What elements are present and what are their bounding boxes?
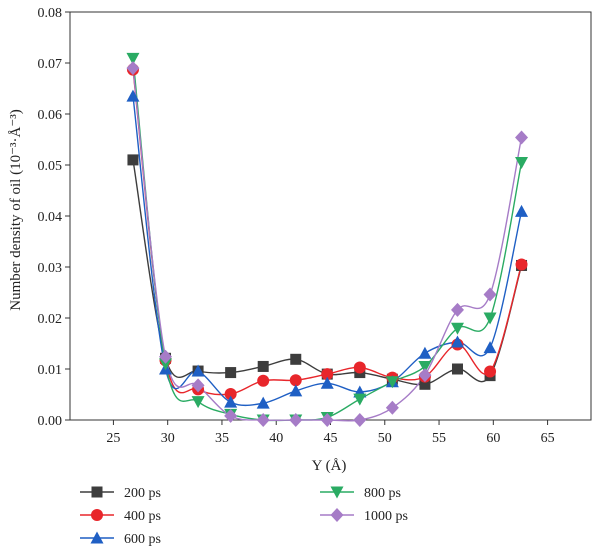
x-tick-label: 35 xyxy=(215,431,229,446)
legend-item: 600 ps xyxy=(80,531,161,547)
legend-item: 400 ps xyxy=(80,509,161,524)
data-point xyxy=(418,360,432,373)
legend-item: 800 ps xyxy=(320,486,401,501)
series-line xyxy=(132,68,523,422)
data-point xyxy=(483,312,497,325)
data-point xyxy=(224,408,238,423)
legend-item: 1000 ps xyxy=(320,508,408,524)
x-tick-label: 60 xyxy=(486,431,500,446)
data-point xyxy=(450,302,464,317)
data-point xyxy=(451,363,463,375)
series-line xyxy=(132,159,523,386)
data-point xyxy=(256,396,270,409)
data-point xyxy=(257,374,270,387)
data-point xyxy=(321,368,334,381)
data-point xyxy=(320,413,334,427)
x-tick-label: 40 xyxy=(269,431,283,446)
data-point xyxy=(353,361,366,374)
data-point xyxy=(126,89,140,102)
y-tick-label: 0.08 xyxy=(38,6,63,21)
legend-label: 200 ps xyxy=(124,486,161,501)
x-axis-title: Y (Å) xyxy=(312,458,347,474)
data-point xyxy=(126,61,140,76)
data-point xyxy=(418,346,432,359)
data-point xyxy=(385,400,399,415)
x-tick-label: 55 xyxy=(432,431,446,446)
data-point xyxy=(353,413,367,427)
series-line xyxy=(132,58,523,422)
legend: 200 ps 400 ps 600 ps 800 ps 1000 ps xyxy=(80,486,408,547)
data-point xyxy=(289,374,302,387)
legend-marker xyxy=(91,509,103,521)
data-point xyxy=(515,258,528,271)
data-point xyxy=(353,393,367,406)
y-axis-title: Number density of oil (10⁻³·Å⁻³) xyxy=(8,109,24,310)
x-tick-label: 30 xyxy=(161,431,175,446)
data-point xyxy=(483,341,497,354)
y-axis-ticks: 0.00 0.01 0.02 0.03 0.04 0.05 0.06 0.07 0.08 xyxy=(38,6,70,429)
y-tick-label: 0.03 xyxy=(38,261,63,276)
data-point xyxy=(290,353,302,365)
data-point xyxy=(515,130,529,145)
y-tick-label: 0.04 xyxy=(38,210,63,225)
data-point xyxy=(450,322,464,335)
y-tick-label: 0.05 xyxy=(38,159,63,174)
y-tick-label: 0.06 xyxy=(38,108,63,123)
x-tick-label: 25 xyxy=(106,431,120,446)
data-point xyxy=(159,349,173,364)
data-point xyxy=(484,365,497,378)
data-point xyxy=(159,358,173,371)
legend-marker xyxy=(91,486,103,498)
legend-label: 1000 ps xyxy=(364,509,408,524)
data-point xyxy=(289,413,303,427)
data-point xyxy=(257,360,269,372)
legend-marker xyxy=(330,486,344,499)
legend-item: 200 ps xyxy=(80,486,161,501)
x-tick-label: 65 xyxy=(541,431,555,446)
data-point xyxy=(127,154,139,166)
series-markers xyxy=(126,52,529,427)
data-point xyxy=(191,396,205,409)
legend-label: 600 ps xyxy=(124,532,161,547)
data-point xyxy=(224,395,238,408)
series-lines xyxy=(132,58,523,422)
legend-marker xyxy=(90,531,104,544)
data-point xyxy=(191,364,205,377)
data-point xyxy=(385,376,399,389)
data-point xyxy=(515,204,529,217)
y-tick-label: 0.07 xyxy=(38,57,63,72)
series-line xyxy=(132,96,523,407)
data-point xyxy=(224,387,237,400)
data-point xyxy=(418,368,432,383)
legend-label: 800 ps xyxy=(364,486,401,501)
data-point xyxy=(483,287,497,302)
x-tick-label: 45 xyxy=(324,431,338,446)
data-point xyxy=(515,156,529,169)
data-point xyxy=(225,367,237,379)
data-point xyxy=(419,378,431,390)
x-tick-label: 50 xyxy=(378,431,392,446)
y-tick-label: 0.01 xyxy=(38,363,63,378)
y-tick-label: 0.00 xyxy=(38,414,63,429)
x-axis-ticks: 25 30 35 40 45 50 55 60 65 xyxy=(106,420,555,446)
data-point xyxy=(126,52,140,65)
data-point xyxy=(191,378,205,393)
data-point xyxy=(320,376,334,389)
data-point xyxy=(256,413,270,427)
legend-marker xyxy=(330,508,344,522)
y-tick-label: 0.02 xyxy=(38,312,63,327)
legend-label: 400 ps xyxy=(124,509,161,524)
data-point xyxy=(289,384,303,397)
data-point xyxy=(450,335,464,348)
